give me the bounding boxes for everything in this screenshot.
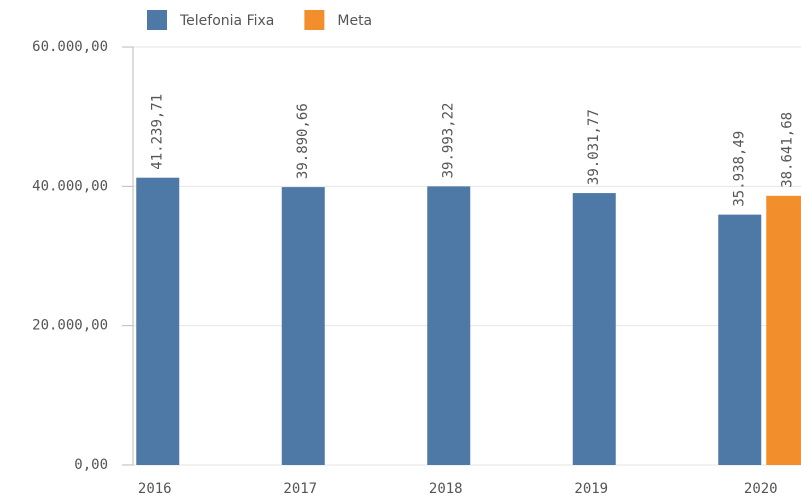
bar	[572, 193, 616, 465]
y-tick-label: 40.000,00	[32, 178, 108, 194]
bar	[766, 195, 801, 465]
data-label: 39.031,77	[586, 109, 602, 185]
bar	[281, 187, 325, 465]
x-tick-label: 2016	[138, 481, 172, 497]
x-tick-label: 2017	[283, 481, 317, 497]
data-label: 39.890,66	[295, 103, 311, 179]
legend-label: Telefonia Fixa	[179, 13, 274, 29]
legend-swatch	[304, 10, 325, 30]
data-label: 39.993,22	[441, 103, 457, 179]
data-label: 41.239,71	[150, 94, 166, 170]
y-tick-label: 60.000,00	[32, 39, 108, 55]
bar	[136, 177, 180, 465]
y-tick-label: 0,00	[74, 457, 108, 473]
bar	[718, 214, 762, 465]
data-label: 35.938,49	[732, 131, 748, 207]
x-tick-label: 2018	[429, 481, 463, 497]
data-label: 38.641,68	[780, 112, 796, 188]
legend-swatch	[147, 10, 167, 30]
y-tick-label: 20.000,00	[32, 318, 108, 334]
x-tick-label: 2019	[574, 481, 608, 497]
legend-label: Meta	[337, 13, 372, 29]
x-tick-label: 2020	[744, 481, 778, 497]
bar	[427, 186, 471, 466]
